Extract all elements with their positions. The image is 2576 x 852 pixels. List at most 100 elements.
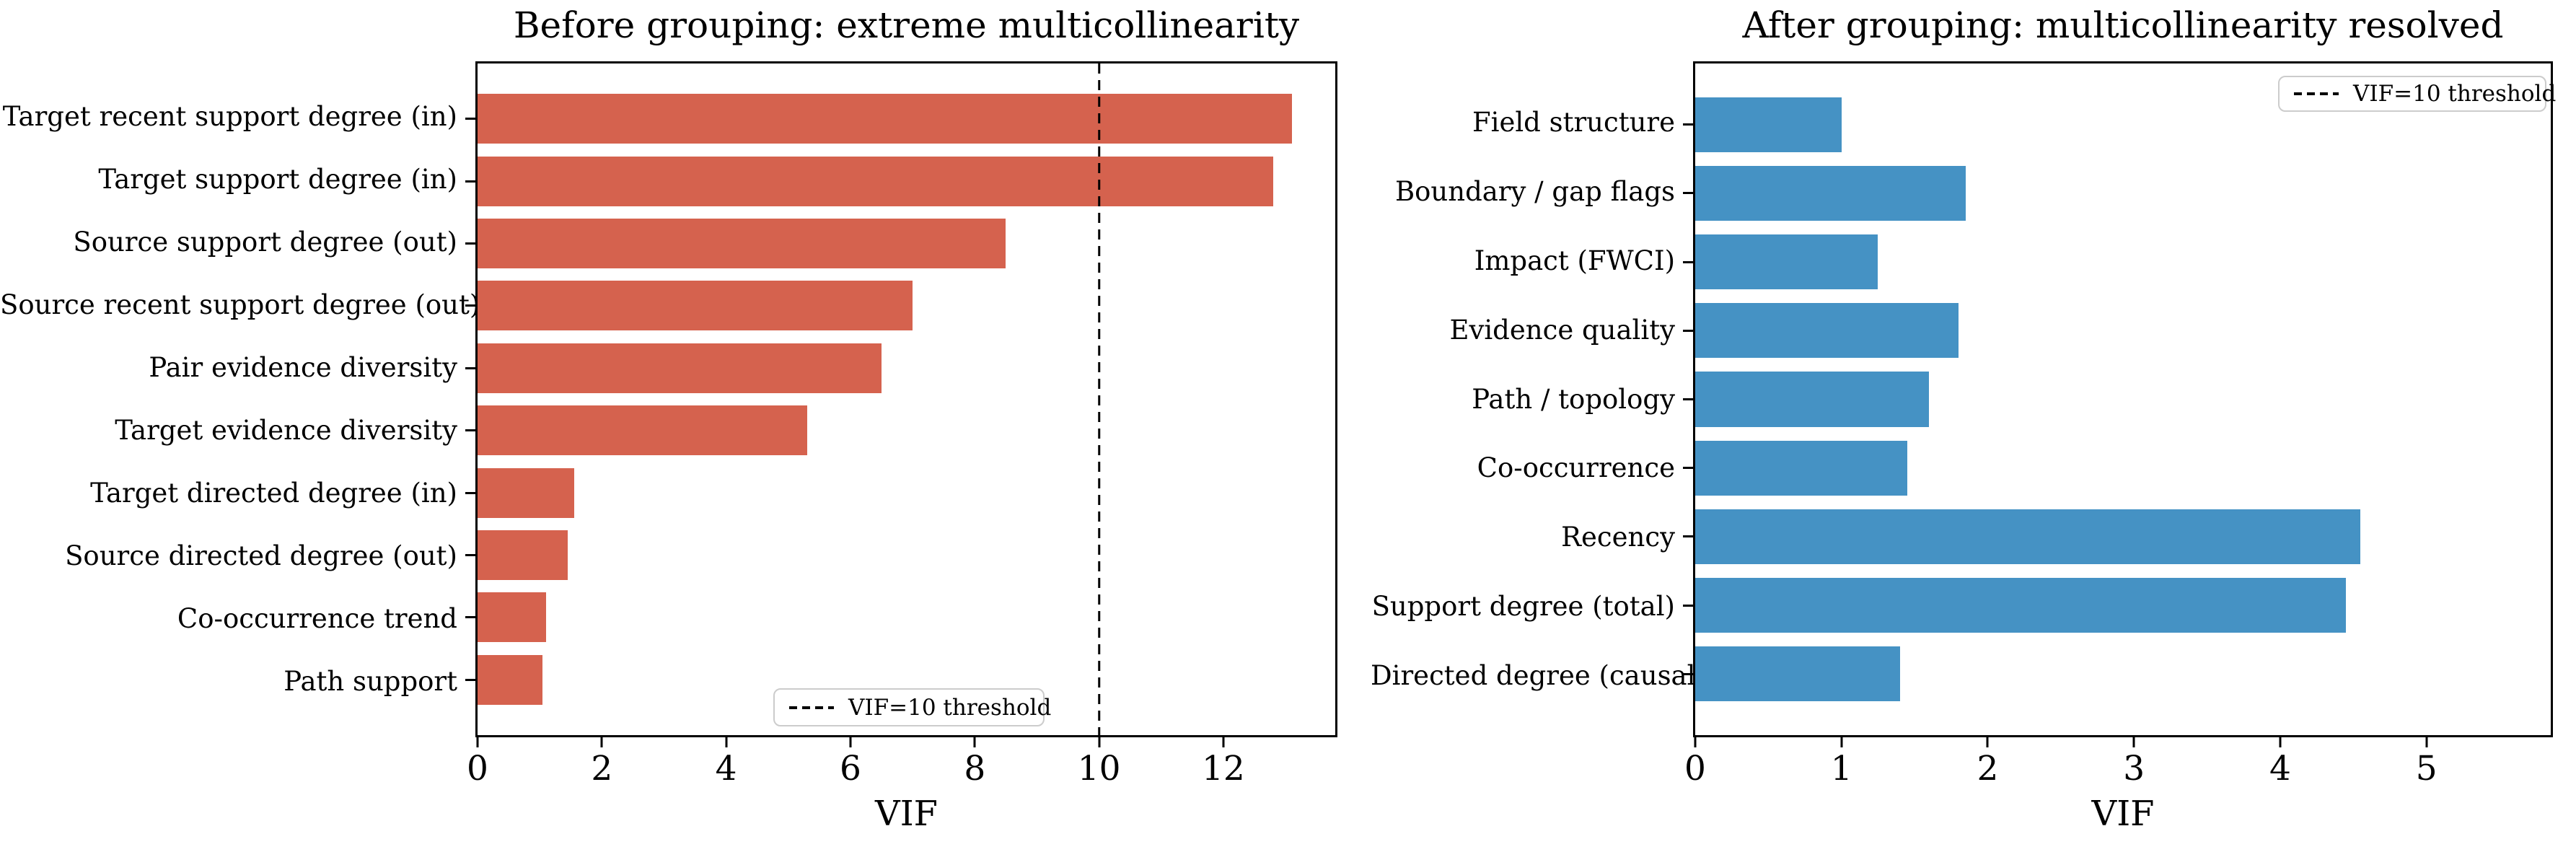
x-tick-mark (1986, 737, 1989, 747)
y-tick-label: Target support degree (in) (98, 164, 457, 196)
y-tick-mark (1683, 604, 1693, 607)
x-tick-mark (2425, 737, 2428, 747)
x-tick-label: 1 (1830, 749, 1852, 789)
x-tick-mark (2132, 737, 2135, 747)
x-tick-label: 4 (715, 749, 737, 789)
y-tick-mark (465, 491, 475, 494)
x-tick-mark (725, 737, 728, 747)
y-tick-label: Target directed degree (in) (90, 477, 457, 509)
y-tick-label: Support degree (total) (1371, 590, 1675, 622)
x-tick-label: 0 (1684, 749, 1706, 789)
x-tick-label: 10 (1077, 749, 1121, 789)
y-tick-mark (1683, 398, 1693, 400)
bar-co-occurrence-trend (478, 592, 546, 643)
y-tick-mark (465, 429, 475, 432)
x-tick-label: 2 (591, 749, 613, 789)
y-tick-mark (465, 180, 475, 183)
y-tick-label: Evidence quality (1449, 314, 1675, 346)
x-tick-mark (1694, 737, 1697, 747)
legend-label: VIF=10 threshold (2353, 81, 2557, 107)
bar-field-structure (1695, 97, 1842, 152)
y-tick-mark (465, 366, 475, 369)
x-tick-label: 6 (840, 749, 861, 789)
x-axis-label-before: VIF (875, 794, 938, 834)
x-tick-mark (2279, 737, 2282, 747)
y-axis-labels-after: Field structure Boundary / gap flags Impac… (1371, 61, 1706, 737)
bar-target-recent-support-degree-in (478, 94, 1292, 144)
y-tick-mark (1683, 123, 1693, 126)
y-tick-mark (1683, 467, 1693, 470)
y-tick-label: Recency (1561, 522, 1675, 553)
dashed-line-legend-swatch (2294, 92, 2339, 95)
legend-label: VIF=10 threshold (848, 694, 1052, 721)
y-axis-labels-before: Target recent support degree (in) Target … (0, 61, 480, 737)
bar-recency (1695, 509, 2361, 564)
bar-source-recent-support-degree-out (478, 281, 913, 331)
x-tick-label: 5 (2415, 749, 2437, 789)
bar-target-evidence-diversity (478, 405, 807, 456)
panel-after-grouping: After grouping: multicollinearity resolv… (1371, 0, 2576, 852)
y-tick-label: Boundary / gap flags (1394, 176, 1675, 208)
x-tick-label: 3 (2123, 749, 2145, 789)
x-tick-mark (973, 737, 976, 747)
x-tick-mark (1098, 737, 1101, 747)
x-tick-mark (849, 737, 852, 747)
y-tick-mark (465, 678, 475, 681)
y-tick-mark (1683, 535, 1693, 538)
legend-before: VIF=10 threshold (773, 688, 1051, 726)
y-tick-label: Pair evidence diversity (149, 352, 457, 384)
y-tick-label: Source recent support degree (out) (0, 289, 480, 321)
y-tick-label: Co-occurrence trend (177, 602, 457, 634)
y-tick-label: Path / topology (1472, 383, 1675, 415)
y-tick-label: Co-occurrence (1477, 452, 1675, 484)
bar-target-support-degree-in (478, 156, 1273, 206)
y-tick-label: Impact (FWCI) (1474, 245, 1675, 276)
vif-threshold-line (1097, 63, 1101, 735)
y-tick-label: Target recent support degree (in) (2, 101, 457, 133)
y-tick-label: Directed degree (causal) (1371, 659, 1706, 691)
x-tick-label: 8 (964, 749, 986, 789)
y-tick-label: Path support (283, 665, 457, 697)
y-tick-label: Source directed degree (out) (65, 540, 457, 571)
bar-source-directed-degree-out (478, 530, 568, 580)
bar-path-support (478, 654, 543, 705)
x-tick-mark (1222, 737, 1225, 747)
plot-area-before: VIF=10 threshold 0 2 4 6 8 10 12 (465, 61, 1337, 787)
chart-title-after: After grouping: multicollinearity resolv… (1742, 4, 2504, 46)
bar-support-degree-total (1695, 578, 2347, 633)
y-tick-label: Field structure (1472, 107, 1675, 139)
y-tick-mark (1683, 672, 1693, 675)
y-tick-mark (465, 616, 475, 619)
x-tick-mark (600, 737, 603, 747)
y-tick-mark (465, 242, 475, 245)
y-tick-label: Source support degree (out) (73, 227, 457, 258)
y-tick-mark (465, 304, 475, 307)
bar-target-directed-degree-in (478, 467, 574, 518)
x-tick-mark (476, 737, 479, 747)
y-tick-mark (1683, 260, 1693, 263)
y-tick-mark (465, 118, 475, 120)
bar-pair-evidence-diversity (478, 343, 882, 393)
bar-directed-degree-causal (1695, 646, 1900, 702)
y-tick-mark (1683, 329, 1693, 332)
bar-path-topology (1695, 372, 1930, 427)
panel-before-grouping: Before grouping: extreme multicollineari… (0, 4, 1337, 834)
bar-evidence-quality (1695, 303, 1959, 359)
bar-co-occurrence (1695, 440, 1907, 496)
x-tick-mark (1840, 737, 1843, 747)
legend-after: VIF=10 threshold (2278, 76, 2556, 112)
chart-title-before: Before grouping: extreme multicollineari… (513, 4, 1300, 46)
x-tick-label: 2 (1977, 749, 1999, 789)
bar-source-support-degree-out (478, 219, 1006, 269)
y-tick-mark (1683, 192, 1693, 195)
y-tick-mark (465, 553, 475, 556)
bar-impact-fwci (1695, 234, 1878, 290)
dashed-line-legend-swatch (789, 706, 834, 709)
x-tick-label: 12 (1202, 749, 1245, 789)
x-tick-label: 4 (2269, 749, 2291, 789)
bar-boundary-gap-flags (1695, 165, 1966, 221)
x-tick-label: 0 (467, 749, 488, 789)
plot-area-after: VIF=10 threshold 0 1 2 3 4 5 (1683, 61, 2556, 787)
y-tick-label: Target evidence diversity (115, 414, 457, 446)
